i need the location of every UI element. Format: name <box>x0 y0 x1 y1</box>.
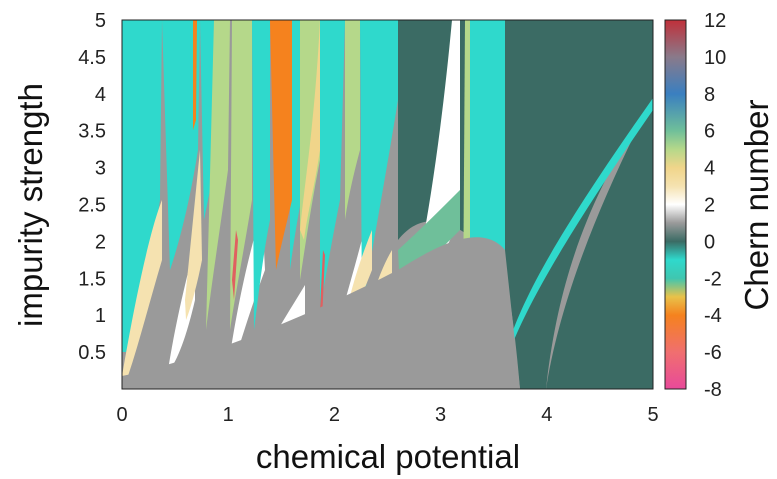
phase-region-red-2 <box>320 250 325 320</box>
x-axis-label: chemical potential <box>256 438 520 475</box>
phase-region-cyan-left <box>122 20 162 352</box>
y-tick-label: 5 <box>95 10 106 32</box>
phase-region-cyan-4 <box>252 20 270 330</box>
phase-region-red-1 <box>232 230 238 300</box>
phase-region-cream-2 <box>185 150 202 320</box>
phase-region-white-5 <box>398 20 460 355</box>
x-tick-label: 3 <box>435 404 446 426</box>
y-tick-labels: 0.5 1 1.5 2 2.5 3 3.5 4 4.5 5 <box>78 10 106 364</box>
colorbar-tick-label: -6 <box>704 342 722 364</box>
colorbar-tick-label: 2 <box>704 195 715 217</box>
y-tick-label: 1 <box>95 305 106 327</box>
colorbar-tick-label: 10 <box>704 47 726 69</box>
colorbar-tick-label: 12 <box>704 10 726 32</box>
y-tick-label: 2.5 <box>78 195 106 217</box>
y-tick-label: 0.5 <box>78 342 106 364</box>
y-tick-label: 3 <box>95 158 106 180</box>
colorbar-tick-label: 0 <box>704 231 715 253</box>
plot-area <box>122 20 653 389</box>
phase-region-green-1 <box>206 20 230 330</box>
colorbar-label: Chern number <box>738 100 775 311</box>
colorbar <box>664 19 687 390</box>
phase-region-cyan-right-sliver <box>505 98 653 355</box>
phase-region-orange-2 <box>193 20 197 130</box>
y-tick-label: 3.5 <box>78 121 106 143</box>
colorbar-tick-label: -8 <box>704 379 722 401</box>
x-tick-labels: 0 1 2 3 4 5 <box>116 404 658 426</box>
phase-region-cream-1 <box>122 200 162 376</box>
colorbar-tick-label: -2 <box>704 268 722 290</box>
x-tick-label: 2 <box>329 404 340 426</box>
phase-region-gray-floor <box>122 237 520 389</box>
y-tick-label: 1.5 <box>78 268 106 290</box>
colorbar-tick-label: 6 <box>704 121 715 143</box>
y-tick-label: 4 <box>95 84 106 106</box>
x-tick-label: 1 <box>223 404 234 426</box>
y-tick-label: 4.5 <box>78 47 106 69</box>
phase-region-cream-3 <box>300 20 320 240</box>
phase-region-dark-mid <box>505 20 653 389</box>
colorbar-tick-label: 4 <box>704 158 715 180</box>
phase-region-cyan-2 <box>162 20 200 270</box>
phase-region-cyan-6 <box>320 20 345 310</box>
x-tick-label: 0 <box>116 404 127 426</box>
x-tick-label: 4 <box>541 404 552 426</box>
phase-region-dark-right <box>398 20 653 389</box>
y-tick-label: 2 <box>95 231 106 253</box>
x-tick-label: 5 <box>647 404 658 426</box>
colorbar-tick-label: -4 <box>704 305 722 327</box>
phase-region-green-4 <box>345 20 360 220</box>
phase-region-orange-1 <box>270 20 292 270</box>
colorbar-tick-labels: 12 10 8 6 4 2 0 -2 -4 -6 -8 <box>704 10 726 401</box>
colorbar-tick-label: 8 <box>704 84 715 106</box>
plot-frame <box>121 19 654 390</box>
y-axis-label: impurity strength <box>12 83 49 327</box>
